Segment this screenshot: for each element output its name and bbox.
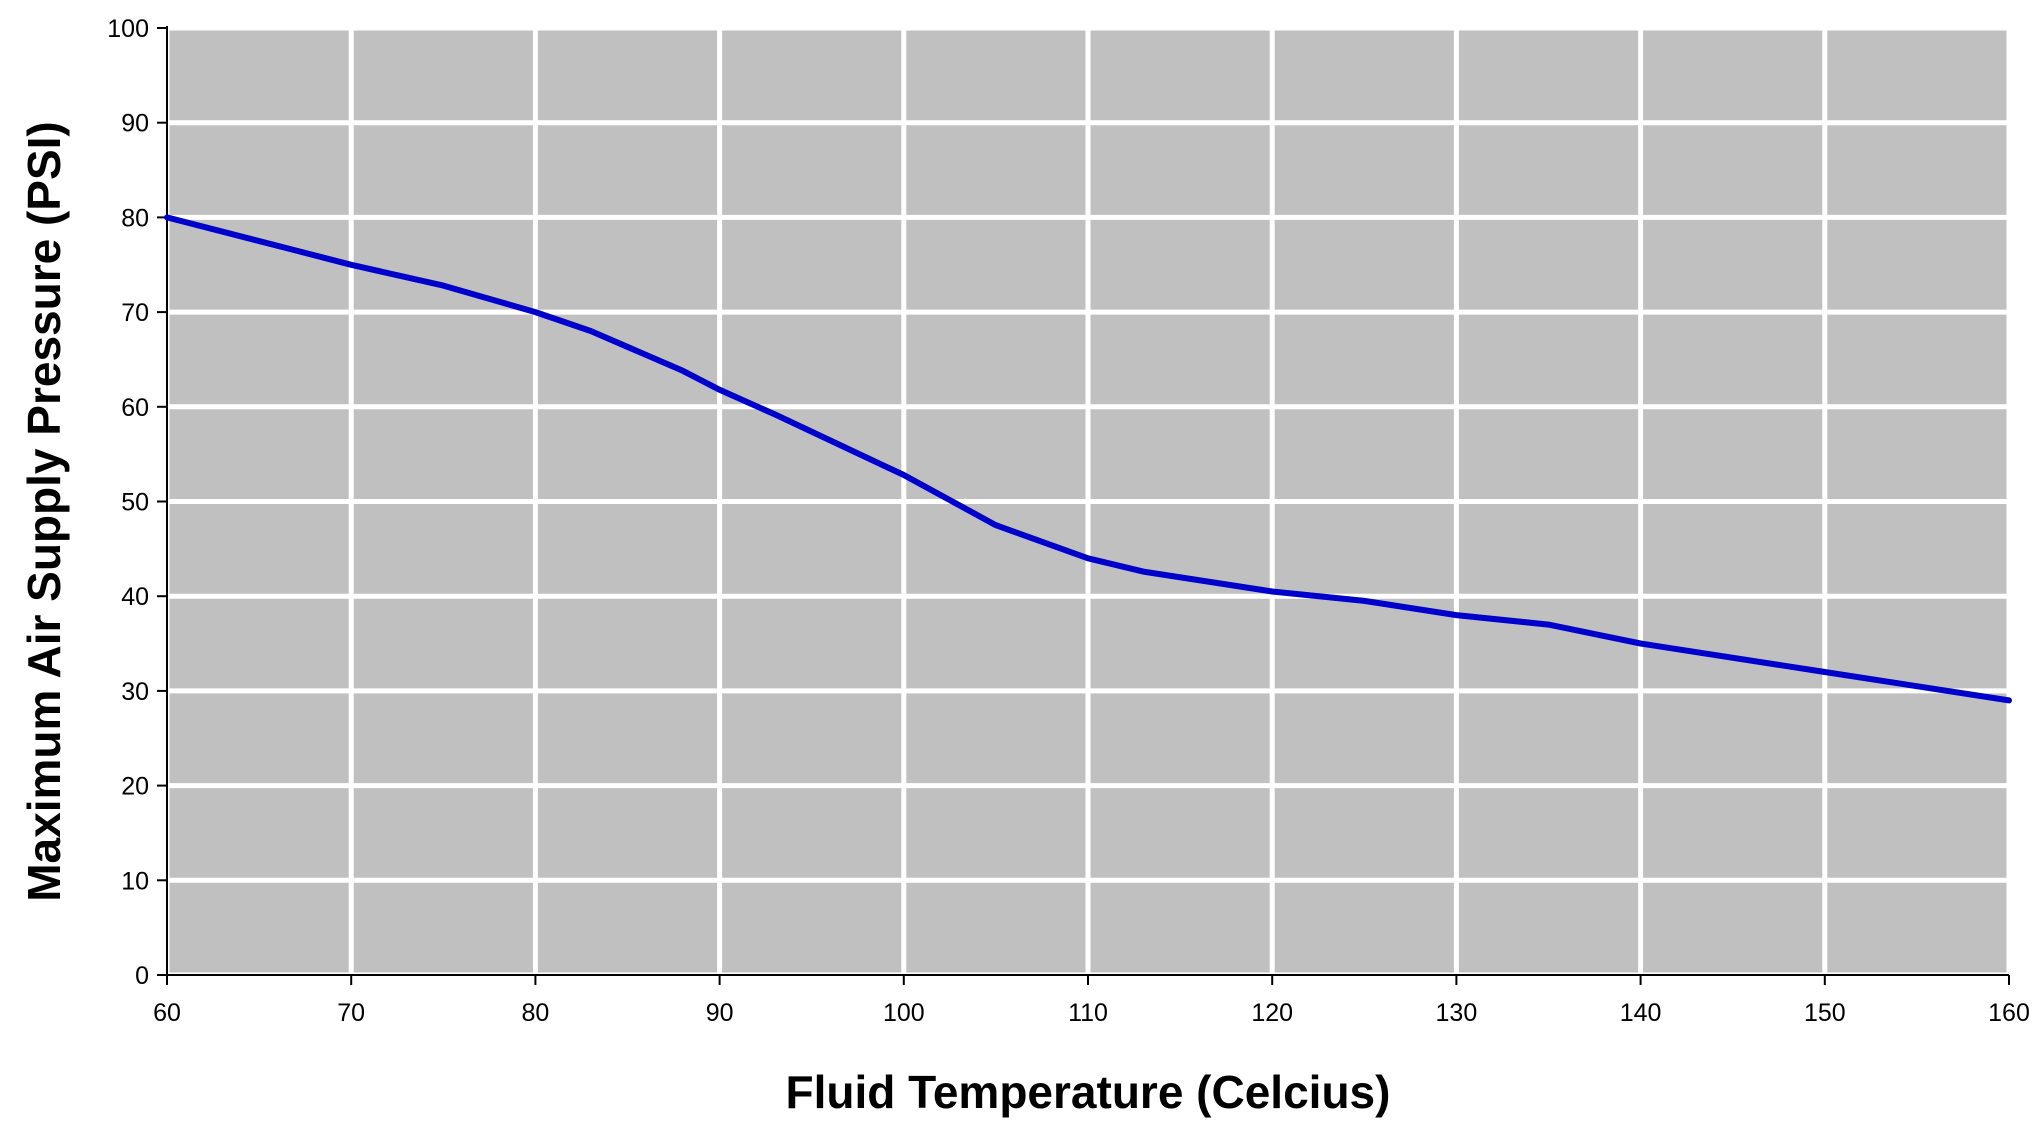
y-tick-label: 90 xyxy=(121,110,149,138)
x-tick-label: 100 xyxy=(883,999,925,1027)
x-tick-label: 90 xyxy=(706,999,734,1027)
y-axis-title: Maximum Air Supply Pressure (PSI) xyxy=(18,121,70,902)
x-tick-label: 60 xyxy=(153,999,181,1027)
x-tick-label: 80 xyxy=(521,999,549,1027)
y-tick-label: 20 xyxy=(121,773,149,801)
x-tick-label: 130 xyxy=(1436,999,1478,1027)
x-tick-label: 110 xyxy=(1068,999,1108,1027)
x-tick-label: 150 xyxy=(1804,999,1846,1027)
x-tick-label: 160 xyxy=(1988,999,2030,1027)
y-tick-label: 50 xyxy=(121,489,149,517)
y-tick-label: 100 xyxy=(107,15,149,43)
y-tick-label: 80 xyxy=(121,204,149,232)
y-tick-label: 60 xyxy=(121,394,149,422)
y-tick-label: 70 xyxy=(121,299,149,327)
y-tick-label: 40 xyxy=(121,583,149,611)
y-tick-label: 10 xyxy=(121,867,149,895)
x-axis-ticks: 60 70 80 90 100 110 120 130 140 150 160 xyxy=(153,975,2030,1027)
x-tick-label: 70 xyxy=(337,999,365,1027)
x-tick-label: 140 xyxy=(1620,999,1662,1027)
y-axis-ticks: 0 10 20 30 40 50 60 70 80 90 100 xyxy=(107,15,167,990)
y-tick-label: 0 xyxy=(135,962,149,990)
y-tick-label: 30 xyxy=(121,678,149,706)
x-tick-label: 120 xyxy=(1251,999,1293,1027)
x-axis-title: Fluid Temperature (Celcius) xyxy=(786,1066,1391,1118)
